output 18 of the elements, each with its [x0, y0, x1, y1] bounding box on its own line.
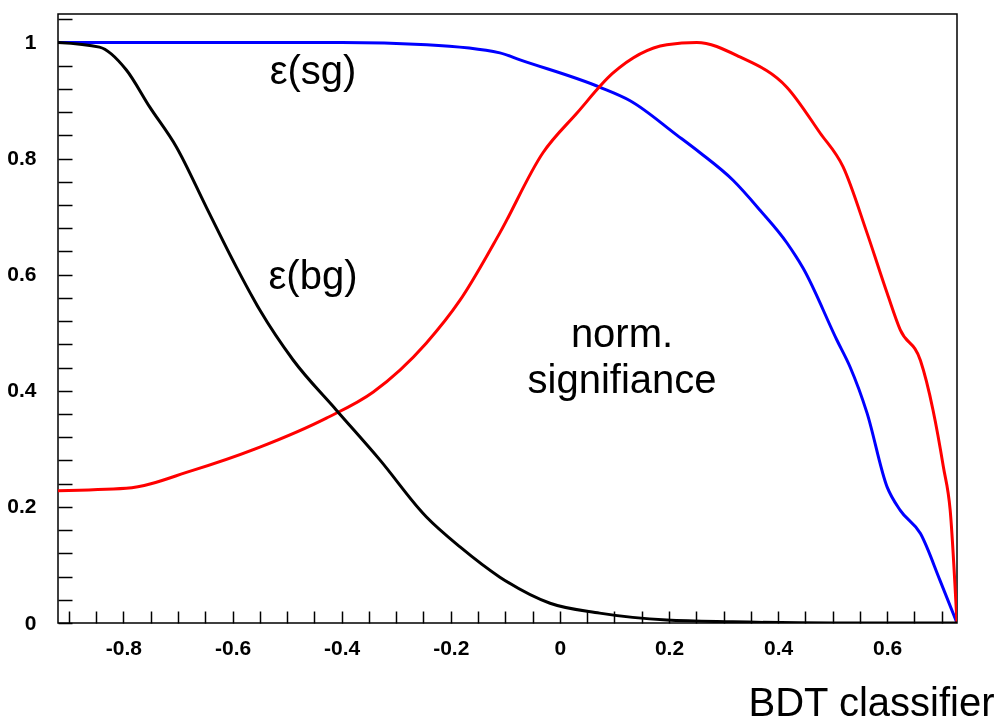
x-tick-label: 0.6: [873, 635, 903, 659]
y-tick-label: 0.2: [7, 494, 37, 518]
y-tick-label: 0: [24, 610, 37, 634]
x-tick-label: -0.4: [324, 635, 361, 659]
x-tick-label: 0.4: [763, 635, 794, 659]
y-tick-label: 0.4: [7, 378, 37, 402]
x-tick-label: -0.6: [214, 635, 252, 659]
x-tick-label: 0: [554, 635, 567, 659]
x-tick-label: -0.8: [105, 635, 143, 659]
x-axis-title: BDT classifier: [748, 679, 995, 724]
x-tick-label: 0.2: [654, 635, 685, 659]
y-tick-label: 0.6: [7, 262, 37, 286]
x-tick-label: -0.2: [433, 635, 470, 659]
annotation: ε(sg): [269, 48, 357, 92]
y-tick-label: 0.8: [7, 146, 37, 170]
y-tick-label: 1: [24, 29, 37, 53]
annotation: norm. signifiance: [527, 311, 717, 401]
annotation: ε(bg): [268, 253, 358, 297]
